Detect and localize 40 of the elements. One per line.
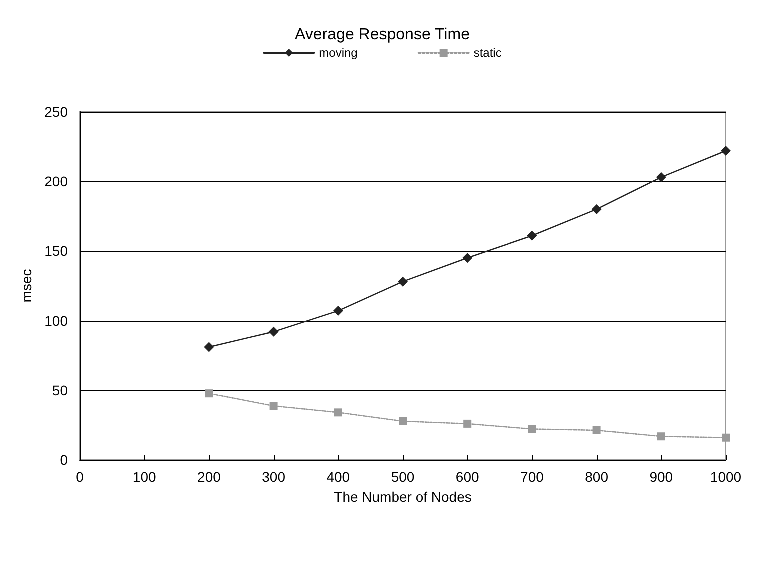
point [592, 204, 602, 214]
x-tick-label: 700 [520, 469, 544, 485]
point [462, 253, 473, 264]
point [528, 425, 536, 434]
point [268, 326, 279, 337]
y-tick-label: 0 [60, 452, 68, 468]
x-tick-label: 1000 [710, 469, 742, 485]
y-tick-label: 250 [44, 104, 68, 120]
point [270, 402, 278, 410]
point [656, 172, 666, 182]
y-tick-label: 200 [44, 174, 68, 190]
point [205, 390, 214, 398]
y-axis-title: msec [18, 269, 35, 303]
x-tick-label: 0 [76, 469, 84, 485]
x-tick-label: 200 [198, 469, 222, 485]
point [722, 434, 730, 442]
x-tick-label: 600 [456, 469, 480, 485]
y-tick-label: 150 [44, 243, 68, 260]
point [527, 230, 538, 241]
x-tick-label: 500 [391, 469, 415, 485]
point [464, 420, 472, 428]
legend-label: moving [319, 46, 358, 60]
point [592, 426, 601, 434]
point [721, 146, 731, 156]
point [204, 342, 214, 352]
x-tick-label: 800 [585, 469, 609, 485]
chart-title: Average Response Time [295, 26, 470, 44]
point [399, 417, 407, 426]
x-axis-title: The Number of Nodes [334, 489, 472, 505]
point [333, 306, 344, 316]
legend-label: static [474, 46, 502, 60]
point [334, 408, 342, 417]
x-tick-label: 400 [326, 469, 350, 485]
x-tick-label: 100 [132, 469, 156, 485]
x-tick-label: 900 [650, 469, 674, 485]
y-tick-label: 50 [52, 382, 68, 398]
x-tick-label: 300 [262, 469, 286, 485]
y-tick-label: 100 [44, 312, 68, 329]
point [657, 432, 666, 441]
point [398, 276, 408, 287]
